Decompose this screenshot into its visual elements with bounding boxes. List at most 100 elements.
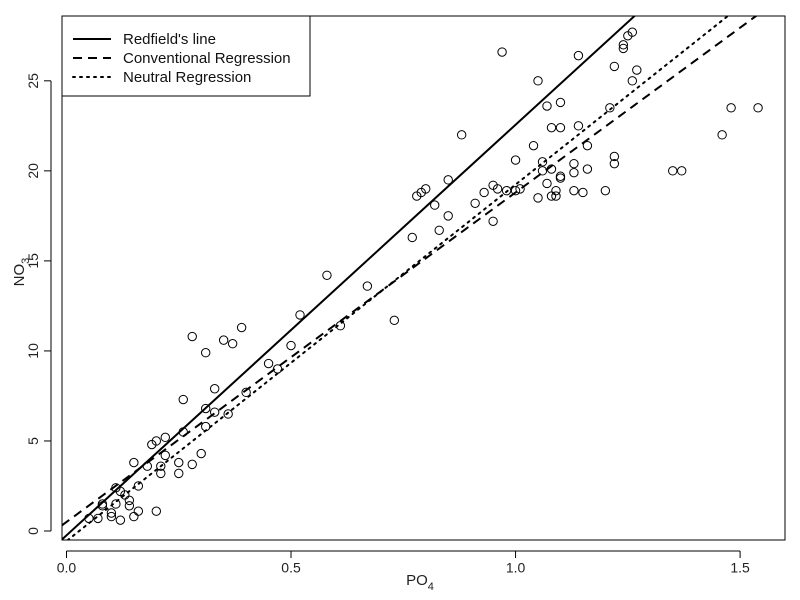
data-point bbox=[362, 281, 373, 291]
data-point bbox=[111, 499, 121, 509]
data-point bbox=[600, 185, 611, 196]
x-tick-label: 1.5 bbox=[730, 559, 750, 575]
data-point bbox=[609, 158, 620, 169]
data-point bbox=[174, 457, 184, 468]
data-point bbox=[84, 513, 94, 524]
data-point bbox=[555, 97, 566, 108]
y-tick-label: 0 bbox=[25, 527, 41, 535]
y-axis-label: NO3 bbox=[11, 258, 32, 287]
data-point bbox=[430, 200, 440, 210]
data-point bbox=[218, 335, 229, 345]
data-point bbox=[286, 340, 296, 351]
data-point bbox=[555, 171, 566, 181]
data-point bbox=[151, 436, 162, 446]
data-point bbox=[115, 515, 126, 525]
data-point bbox=[93, 513, 103, 524]
data-points bbox=[84, 27, 763, 525]
data-point bbox=[295, 310, 305, 320]
data-point bbox=[555, 173, 566, 183]
data-point bbox=[106, 511, 117, 522]
data-point bbox=[618, 43, 629, 54]
data-point bbox=[510, 185, 521, 196]
legend-label-conventional: Conventional Regression bbox=[123, 50, 291, 67]
data-point bbox=[97, 501, 108, 511]
data-point bbox=[569, 158, 579, 169]
data-point bbox=[443, 211, 453, 221]
legend: Redfield's line Conventional Regression … bbox=[61, 15, 311, 97]
data-point bbox=[174, 468, 184, 479]
data-point bbox=[133, 481, 144, 491]
x-tick-label: 0.0 bbox=[57, 559, 77, 575]
data-point bbox=[609, 151, 620, 162]
data-point bbox=[129, 457, 139, 468]
y-tick-label: 25 bbox=[25, 73, 41, 89]
x-tick-label: 0.5 bbox=[281, 559, 301, 575]
data-point bbox=[335, 321, 346, 331]
data-point bbox=[555, 122, 566, 133]
data-point bbox=[407, 232, 417, 243]
data-point bbox=[187, 459, 197, 470]
data-point bbox=[322, 270, 332, 280]
data-point bbox=[488, 216, 498, 226]
data-point bbox=[753, 103, 763, 113]
data-point bbox=[133, 506, 144, 516]
data-point bbox=[569, 185, 579, 196]
data-point bbox=[178, 394, 188, 405]
data-point bbox=[497, 47, 507, 57]
data-point bbox=[178, 427, 188, 437]
data-point bbox=[609, 61, 620, 72]
legend-label-neutral: Neutral Regression bbox=[123, 69, 251, 86]
data-point bbox=[573, 50, 584, 61]
data-point bbox=[501, 185, 512, 196]
data-point bbox=[537, 157, 548, 167]
data-point bbox=[542, 101, 552, 111]
y-tick-label: 10 bbox=[25, 343, 41, 359]
data-point bbox=[717, 130, 727, 140]
data-point bbox=[156, 461, 166, 471]
x-axis: 0.0 0.5 1.0 1.5 bbox=[57, 550, 750, 575]
data-point bbox=[389, 315, 400, 326]
data-point bbox=[223, 409, 233, 419]
data-point bbox=[236, 322, 247, 333]
data-point bbox=[151, 506, 162, 516]
data-point bbox=[209, 384, 220, 394]
data-point bbox=[263, 358, 274, 369]
x-tick-label: 1.0 bbox=[506, 559, 526, 575]
y-tick-label: 20 bbox=[25, 163, 41, 179]
plot-frame bbox=[61, 15, 786, 541]
y-tick-label: 5 bbox=[25, 437, 41, 445]
data-point bbox=[542, 178, 552, 189]
data-point bbox=[551, 191, 561, 201]
data-point bbox=[492, 184, 503, 194]
data-point bbox=[156, 468, 166, 479]
line-redfield bbox=[62, 16, 637, 540]
data-point bbox=[479, 187, 489, 198]
data-point bbox=[537, 166, 548, 176]
data-point bbox=[533, 193, 543, 203]
data-point bbox=[443, 175, 453, 185]
data-point bbox=[627, 76, 638, 86]
x-axis-label: PO4 bbox=[406, 572, 434, 593]
data-point bbox=[668, 166, 678, 176]
data-point bbox=[470, 198, 480, 208]
data-point bbox=[160, 432, 170, 443]
data-point bbox=[272, 364, 283, 374]
data-point bbox=[533, 76, 543, 86]
data-point bbox=[434, 225, 444, 235]
data-point bbox=[142, 461, 153, 471]
data-point bbox=[421, 184, 431, 194]
data-point bbox=[227, 339, 238, 349]
data-point bbox=[129, 511, 139, 522]
data-point bbox=[510, 155, 521, 165]
data-point bbox=[546, 122, 557, 133]
data-point bbox=[546, 164, 557, 174]
legend-box bbox=[61, 15, 311, 97]
y-tick-label: 15 bbox=[25, 253, 41, 269]
data-point bbox=[528, 140, 539, 151]
data-point bbox=[187, 331, 197, 342]
data-point bbox=[106, 508, 117, 518]
data-point bbox=[551, 185, 561, 196]
data-point bbox=[578, 187, 588, 198]
data-point bbox=[160, 450, 170, 461]
